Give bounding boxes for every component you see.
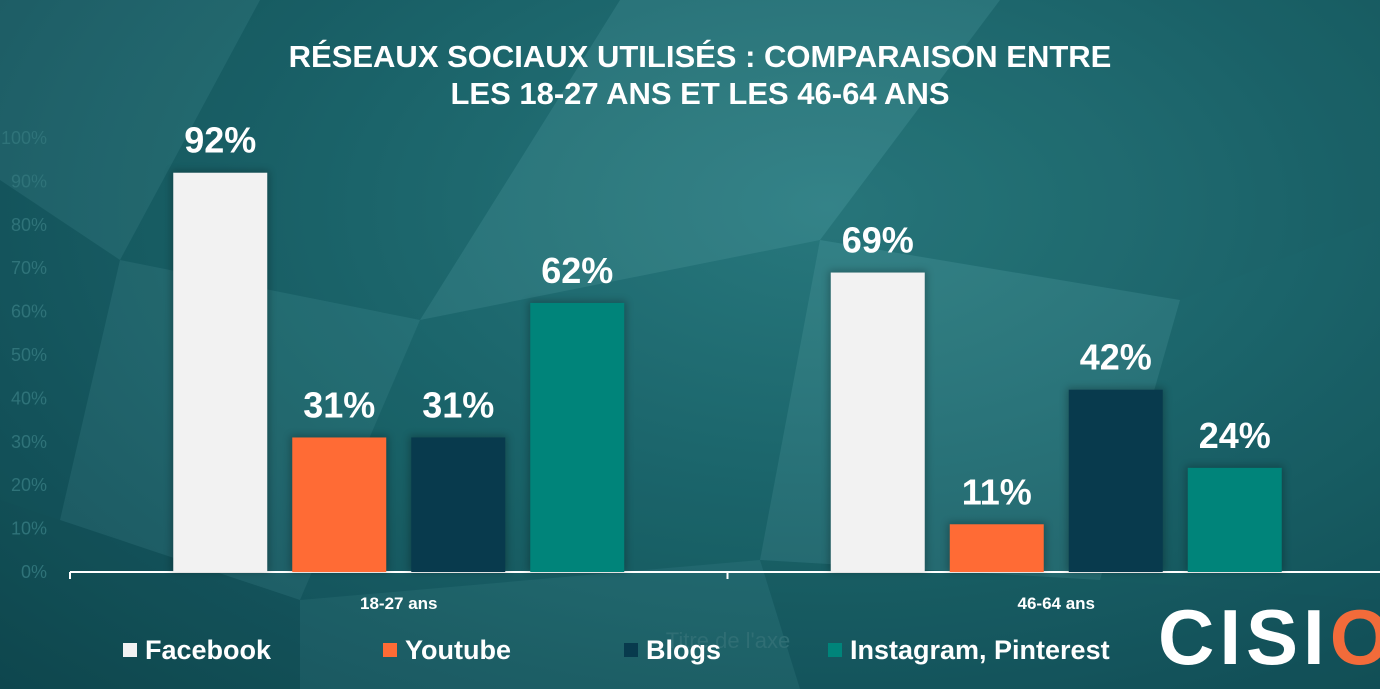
category-label: 18-27 ans: [360, 594, 438, 613]
data-label: 11%: [962, 471, 1032, 512]
data-label: 92%: [184, 120, 256, 161]
y-tick-label: 30%: [11, 432, 47, 452]
legend-swatch-instagram-pinterest: [828, 643, 842, 657]
data-label: 69%: [842, 220, 914, 261]
legend-swatch-blogs: [624, 643, 638, 657]
y-tick-label: 10%: [11, 519, 47, 539]
y-tick-label: 40%: [11, 388, 47, 408]
x-axis-title: Titre de l'axe: [666, 628, 790, 653]
legend-label-youtube: Youtube: [405, 634, 511, 665]
legend-label-instagram-pinterest: Instagram, Pinterest: [850, 634, 1110, 665]
y-tick-label: 100%: [1, 128, 47, 148]
data-label: 62%: [541, 250, 613, 291]
y-tick-label: 90%: [11, 171, 47, 191]
bar-facebook-0: [173, 172, 268, 572]
legend-label-blogs: Blogs: [646, 634, 722, 665]
legend-item-youtube: Youtube: [383, 632, 511, 668]
chart-title-line-2: LES 18-27 ANS ET LES 46-64 ANS: [450, 76, 950, 111]
category-label: 46-64 ans: [1018, 594, 1096, 613]
legend-item-instagram-pinterest: Instagram, Pinterest: [828, 632, 1110, 668]
cision-logo-accent: O: [1329, 593, 1380, 681]
y-tick-label: 0%: [21, 562, 47, 582]
data-label: 24%: [1199, 415, 1271, 456]
y-tick-label: 70%: [11, 258, 47, 278]
y-tick-label: 20%: [11, 475, 47, 495]
bar-blogs-1: [1068, 389, 1163, 572]
legend-swatch-youtube: [383, 643, 397, 657]
bar-facebook-1: [830, 272, 925, 572]
data-label: 31%: [303, 384, 375, 425]
cision-logo: CISION®: [1158, 598, 1380, 676]
legend-item-facebook: Facebook: [123, 632, 271, 668]
y-tick-label: 60%: [11, 302, 47, 322]
legend-label-facebook: Facebook: [145, 634, 272, 665]
chart-title-line-1: RÉSEAUX SOCIAUX UTILISÉS : COMPARAISON E…: [288, 39, 1112, 74]
bar-youtube-1: [949, 524, 1044, 572]
legend-swatch-facebook: [123, 643, 137, 657]
y-tick-label: 80%: [11, 215, 47, 235]
legend-item-blogs: Blogs: [624, 632, 721, 668]
y-tick-label: 50%: [11, 345, 47, 365]
bar-blogs-0: [411, 437, 506, 572]
data-label: 31%: [422, 384, 494, 425]
cision-logo-text: CISION: [1158, 593, 1380, 681]
bar-instagram-pinterest-0: [530, 302, 625, 572]
data-label: 42%: [1080, 337, 1152, 378]
bar-youtube-0: [292, 437, 387, 572]
bar-instagram-pinterest-1: [1187, 467, 1282, 572]
